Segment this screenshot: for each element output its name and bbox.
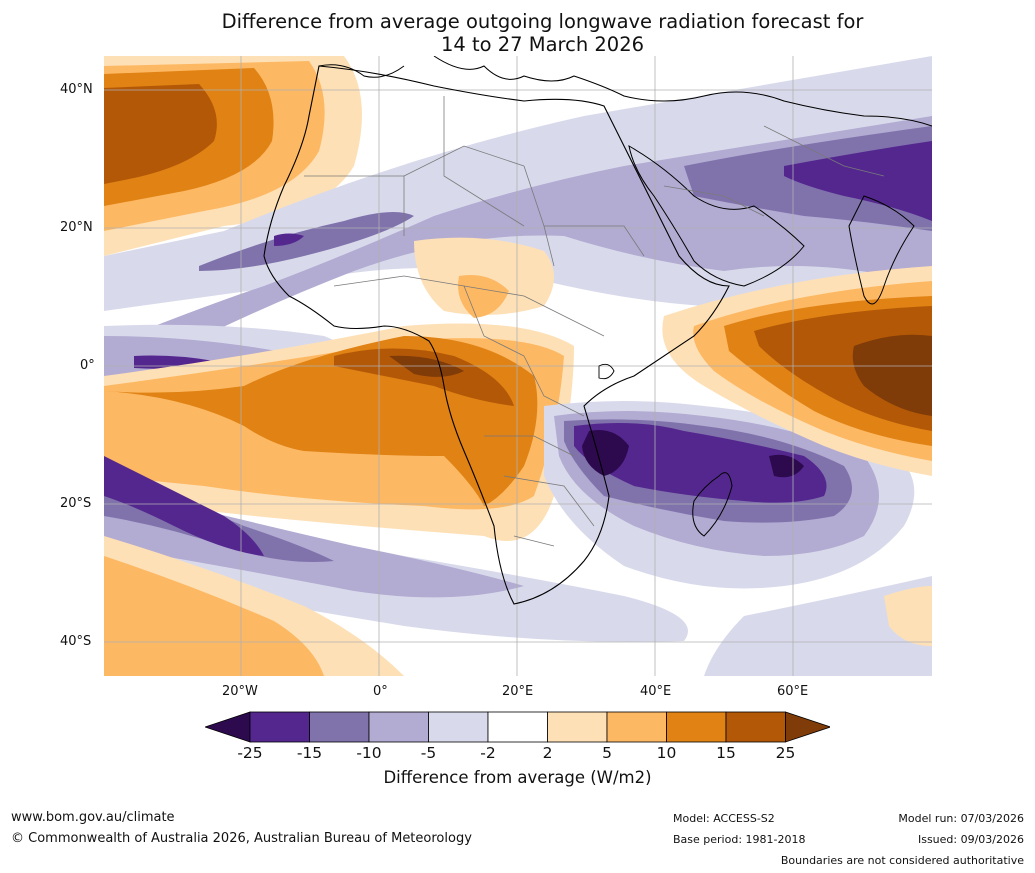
lat-label-equator: 0° bbox=[80, 358, 95, 373]
legend-title: Difference from average (W/m2) bbox=[383, 768, 652, 787]
title-line-2: 14 to 27 March 2026 bbox=[440, 33, 645, 56]
colorbar-tick-label: -25 bbox=[237, 744, 263, 762]
colorbar-segment bbox=[249, 711, 310, 743]
madagascar-coastline bbox=[692, 472, 733, 537]
colorbar-tick-label: -10 bbox=[356, 744, 382, 762]
anomaly-far-south-indian-orange bbox=[884, 586, 932, 646]
anomaly-sahel-positive bbox=[414, 237, 554, 315]
india-coastline bbox=[848, 195, 915, 305]
lon-label-20e: 20°E bbox=[502, 684, 534, 699]
colorbar-tick-label: -15 bbox=[296, 744, 323, 762]
footer-copyright: © Commonwealth of Australia 2026, Austra… bbox=[11, 831, 472, 846]
colorbar-tick-label: 5 bbox=[602, 744, 612, 762]
colorbar-segment bbox=[368, 711, 429, 743]
olr-anomaly-map bbox=[104, 56, 932, 676]
lake-victoria bbox=[598, 363, 615, 380]
footer-model-run: Model run: 07/03/2026 bbox=[898, 812, 1024, 825]
colorbar-tick-label: -2 bbox=[480, 744, 496, 762]
colorbar-tick-label: 25 bbox=[775, 744, 796, 762]
europe-coastline bbox=[318, 56, 932, 127]
anomaly-sahel-band-strong bbox=[199, 212, 414, 271]
colorbar-segment bbox=[428, 711, 489, 743]
colorbar-segment bbox=[666, 711, 727, 743]
footer-website[interactable]: www.bom.gov.au/climate bbox=[11, 810, 175, 825]
colorbar-under-arrow bbox=[205, 711, 251, 743]
anomaly-southern-atlantic-max bbox=[104, 456, 264, 556]
title-line-1: Difference from average outgoing longwav… bbox=[221, 10, 864, 33]
anomaly-southeast-africa-max bbox=[574, 422, 827, 503]
anomaly-nw-atlantic-max bbox=[104, 84, 217, 184]
anomaly-west-africa-max bbox=[274, 233, 304, 246]
colorbar-segment bbox=[487, 711, 548, 743]
chart-title: Difference from average outgoing longwav… bbox=[130, 10, 955, 56]
lon-label-40e: 40°E bbox=[640, 684, 672, 699]
footer-disclaimer: Boundaries are not considered authoritat… bbox=[780, 854, 1024, 867]
footer-base-period: Base period: 1981-2018 bbox=[673, 833, 806, 846]
colorbar-segment bbox=[309, 711, 370, 743]
lat-label-40n: 40°N bbox=[60, 82, 93, 97]
arabia-coastline bbox=[628, 145, 805, 287]
footer-issued: Issued: 09/03/2026 bbox=[917, 833, 1024, 846]
lat-label-20s: 20°S bbox=[60, 496, 92, 511]
colorbar bbox=[205, 711, 830, 743]
colorbar-over-arrow bbox=[785, 711, 830, 743]
lat-label-20n: 20°N bbox=[60, 220, 93, 235]
graticule bbox=[104, 56, 932, 676]
anomaly-mozambique-peak bbox=[582, 430, 629, 476]
anomaly-far-south-indian bbox=[704, 576, 932, 676]
anomaly-south-atlantic-lower-mid bbox=[104, 556, 324, 676]
anomaly-indian-ocean-peak bbox=[769, 454, 804, 478]
lon-label-20w: 20°W bbox=[222, 684, 258, 699]
lon-label-0: 0° bbox=[373, 684, 388, 699]
colorbar-tick-label: -5 bbox=[420, 744, 437, 762]
colorbar-segment bbox=[547, 711, 608, 743]
africa-coastline bbox=[263, 65, 730, 605]
anomaly-indian-ocean-peak-positive bbox=[852, 334, 932, 416]
anomaly-middle-east-max bbox=[784, 141, 932, 221]
anomaly-sahel-positive-mid bbox=[458, 275, 509, 318]
colorbar-tick-label: 15 bbox=[716, 744, 736, 762]
colorbar-segment bbox=[606, 711, 667, 743]
lat-label-40s: 40°S bbox=[60, 634, 92, 649]
country-borders bbox=[304, 96, 885, 547]
colorbar-segment bbox=[725, 711, 786, 743]
footer-model: Model: ACCESS-S2 bbox=[673, 812, 775, 825]
colorbar-tick-label: 2 bbox=[542, 744, 553, 762]
colorbar-tick-label: 10 bbox=[656, 744, 677, 762]
lon-label-60e: 60°E bbox=[777, 684, 809, 699]
